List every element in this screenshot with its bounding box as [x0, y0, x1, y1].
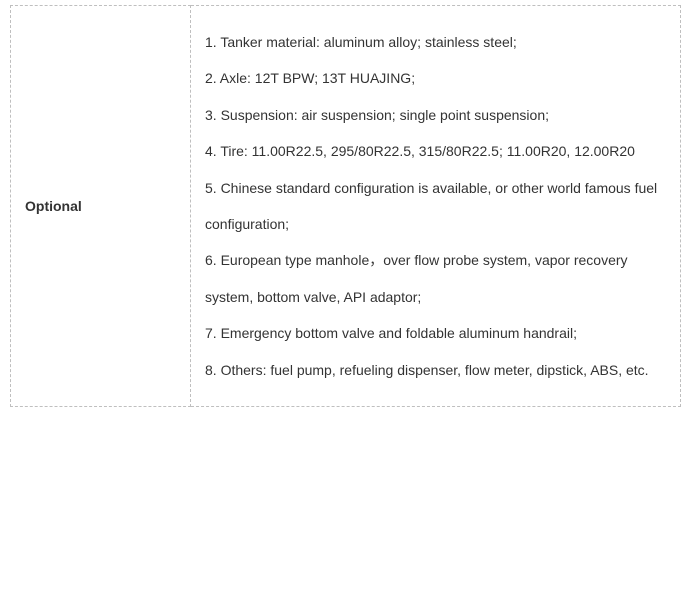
spec-label-cell: Optional	[11, 6, 191, 407]
spec-row: Optional 1. Tanker material: aluminum al…	[11, 6, 681, 407]
spec-item: 3. Suspension: air suspension; single po…	[205, 97, 668, 133]
spec-item: 1. Tanker material: aluminum alloy; stai…	[205, 24, 668, 60]
spec-item: 7. Emergency bottom valve and foldable a…	[205, 315, 668, 351]
spec-item: 2. Axle: 12T BPW; 13T HUAJING;	[205, 60, 668, 96]
spec-item: 4. Tire: 11.00R22.5, 295/80R22.5, 315/80…	[205, 133, 668, 169]
spec-item: 6. European type manhole，over flow probe…	[205, 242, 668, 315]
spec-item: 5. Chinese standard configuration is ava…	[205, 170, 668, 243]
spec-label: Optional	[25, 198, 82, 214]
spec-item: 8. Others: fuel pump, refueling dispense…	[205, 352, 668, 388]
spec-content-cell: 1. Tanker material: aluminum alloy; stai…	[191, 6, 681, 407]
spec-table: Optional 1. Tanker material: aluminum al…	[10, 5, 681, 407]
